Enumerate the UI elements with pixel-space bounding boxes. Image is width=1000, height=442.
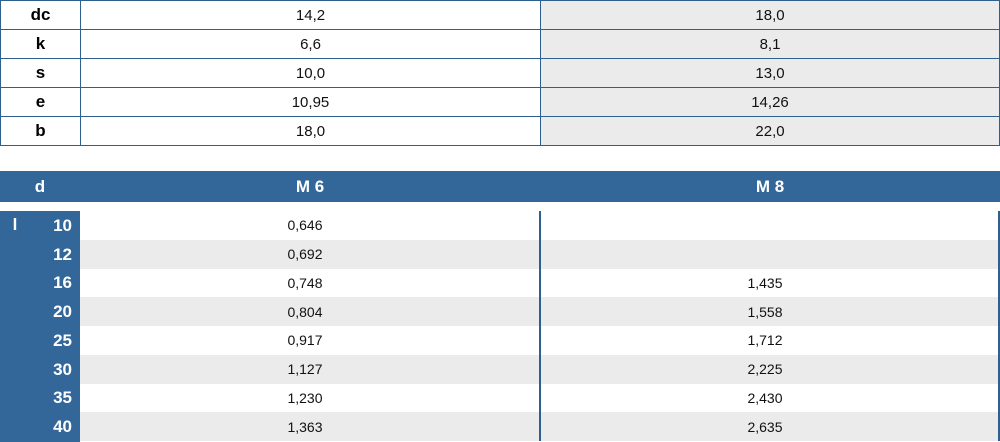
row-label: 35 <box>0 383 80 414</box>
header-cell: d <box>0 171 80 202</box>
value-cell: 10,0 <box>80 58 541 88</box>
value-cell: 22,0 <box>540 116 1000 146</box>
value-cell: 1,558 <box>747 303 783 320</box>
value-cell: 2,635 <box>747 418 783 435</box>
value-cell: 18,0 <box>540 0 1000 30</box>
value-cell: 1,712 <box>747 332 783 349</box>
value-cell: 1,363 <box>287 418 323 435</box>
value-cell: 0,748 <box>287 274 323 291</box>
value-cell: 14,26 <box>540 87 1000 117</box>
row-label: 20 <box>0 297 80 327</box>
row-label: e <box>0 87 81 117</box>
axis-label: l <box>12 215 18 235</box>
row-label: 10 <box>0 211 80 241</box>
value-cell: 2,225 <box>747 361 783 378</box>
header-cell: M 8 <box>540 171 1000 202</box>
value-cell: 8,1 <box>540 29 1000 59</box>
value-cell: 1,230 <box>287 389 323 406</box>
value-cell: 0,692 <box>287 246 323 263</box>
value-cell: 10,95 <box>80 87 541 117</box>
row-label: 12 <box>0 239 80 270</box>
value-cell: 0,646 <box>287 217 323 234</box>
row-label: 30 <box>0 354 80 385</box>
row-label: k <box>0 29 81 59</box>
row-label: 25 <box>0 326 80 356</box>
row-label: 40 <box>0 412 80 442</box>
row-label: b <box>0 116 81 146</box>
row-label: 16 <box>0 268 80 299</box>
value-cell: 0,804 <box>287 303 323 320</box>
value-cell: 1,435 <box>747 274 783 291</box>
value-cell: 0,917 <box>287 332 323 349</box>
value-cell: 6,6 <box>80 29 541 59</box>
header-cell: M 6 <box>80 171 540 202</box>
row-label: s <box>0 58 81 88</box>
value-cell: 13,0 <box>540 58 1000 88</box>
value-cell: 1,127 <box>287 361 323 378</box>
divider <box>539 211 541 441</box>
row-label: dc <box>0 0 81 30</box>
right-border <box>998 211 1000 441</box>
value-cell: 18,0 <box>80 116 541 146</box>
value-cell: 2,430 <box>747 389 783 406</box>
value-cell: 14,2 <box>80 0 541 30</box>
